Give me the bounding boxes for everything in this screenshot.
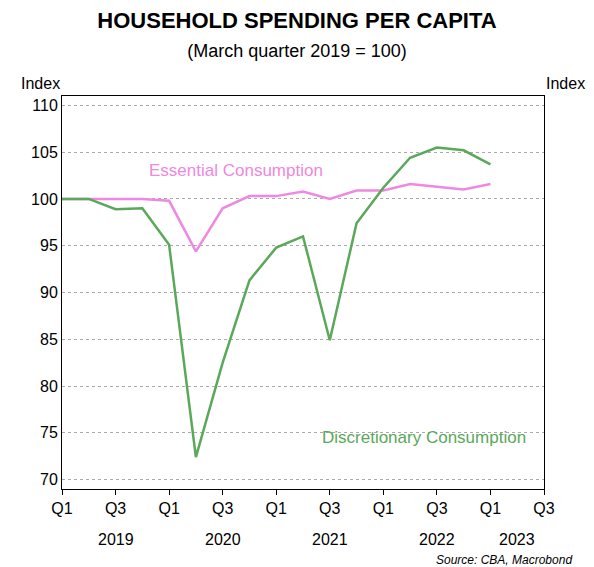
svg-text:Q1: Q1 — [51, 500, 72, 517]
svg-text:95: 95 — [40, 237, 58, 254]
svg-text:2019: 2019 — [98, 531, 134, 548]
svg-text:80: 80 — [40, 378, 58, 395]
svg-text:Q3: Q3 — [533, 500, 554, 517]
svg-text:Index: Index — [546, 75, 585, 92]
svg-text:Q1: Q1 — [480, 500, 501, 517]
svg-text:2021: 2021 — [312, 531, 348, 548]
svg-text:Q3: Q3 — [426, 500, 447, 517]
svg-text:Q1: Q1 — [373, 500, 394, 517]
svg-text:2023: 2023 — [499, 531, 535, 548]
svg-text:Essential Consumption: Essential Consumption — [149, 161, 323, 180]
svg-text:70: 70 — [40, 471, 58, 488]
svg-text:Q3: Q3 — [319, 500, 340, 517]
svg-text:90: 90 — [40, 284, 58, 301]
svg-text:Q3: Q3 — [212, 500, 233, 517]
svg-text:100: 100 — [31, 191, 58, 208]
svg-text:Q1: Q1 — [158, 500, 179, 517]
svg-text:2020: 2020 — [205, 531, 241, 548]
svg-text:75: 75 — [40, 424, 58, 441]
svg-text:Source: CBA, Macrobond: Source: CBA, Macrobond — [436, 553, 572, 567]
svg-text:Q1: Q1 — [266, 500, 287, 517]
svg-text:2022: 2022 — [419, 531, 455, 548]
svg-text:105: 105 — [31, 144, 58, 161]
svg-text:85: 85 — [40, 331, 58, 348]
svg-text:110: 110 — [32, 97, 58, 114]
svg-text:Discretionary Consumption: Discretionary Consumption — [322, 428, 526, 447]
svg-text:HOUSEHOLD SPENDING PER CAPITA(: HOUSEHOLD SPENDING PER CAPITA(March quar… — [97, 8, 496, 61]
svg-text:Q3: Q3 — [105, 500, 126, 517]
svg-text:Index: Index — [21, 75, 60, 92]
